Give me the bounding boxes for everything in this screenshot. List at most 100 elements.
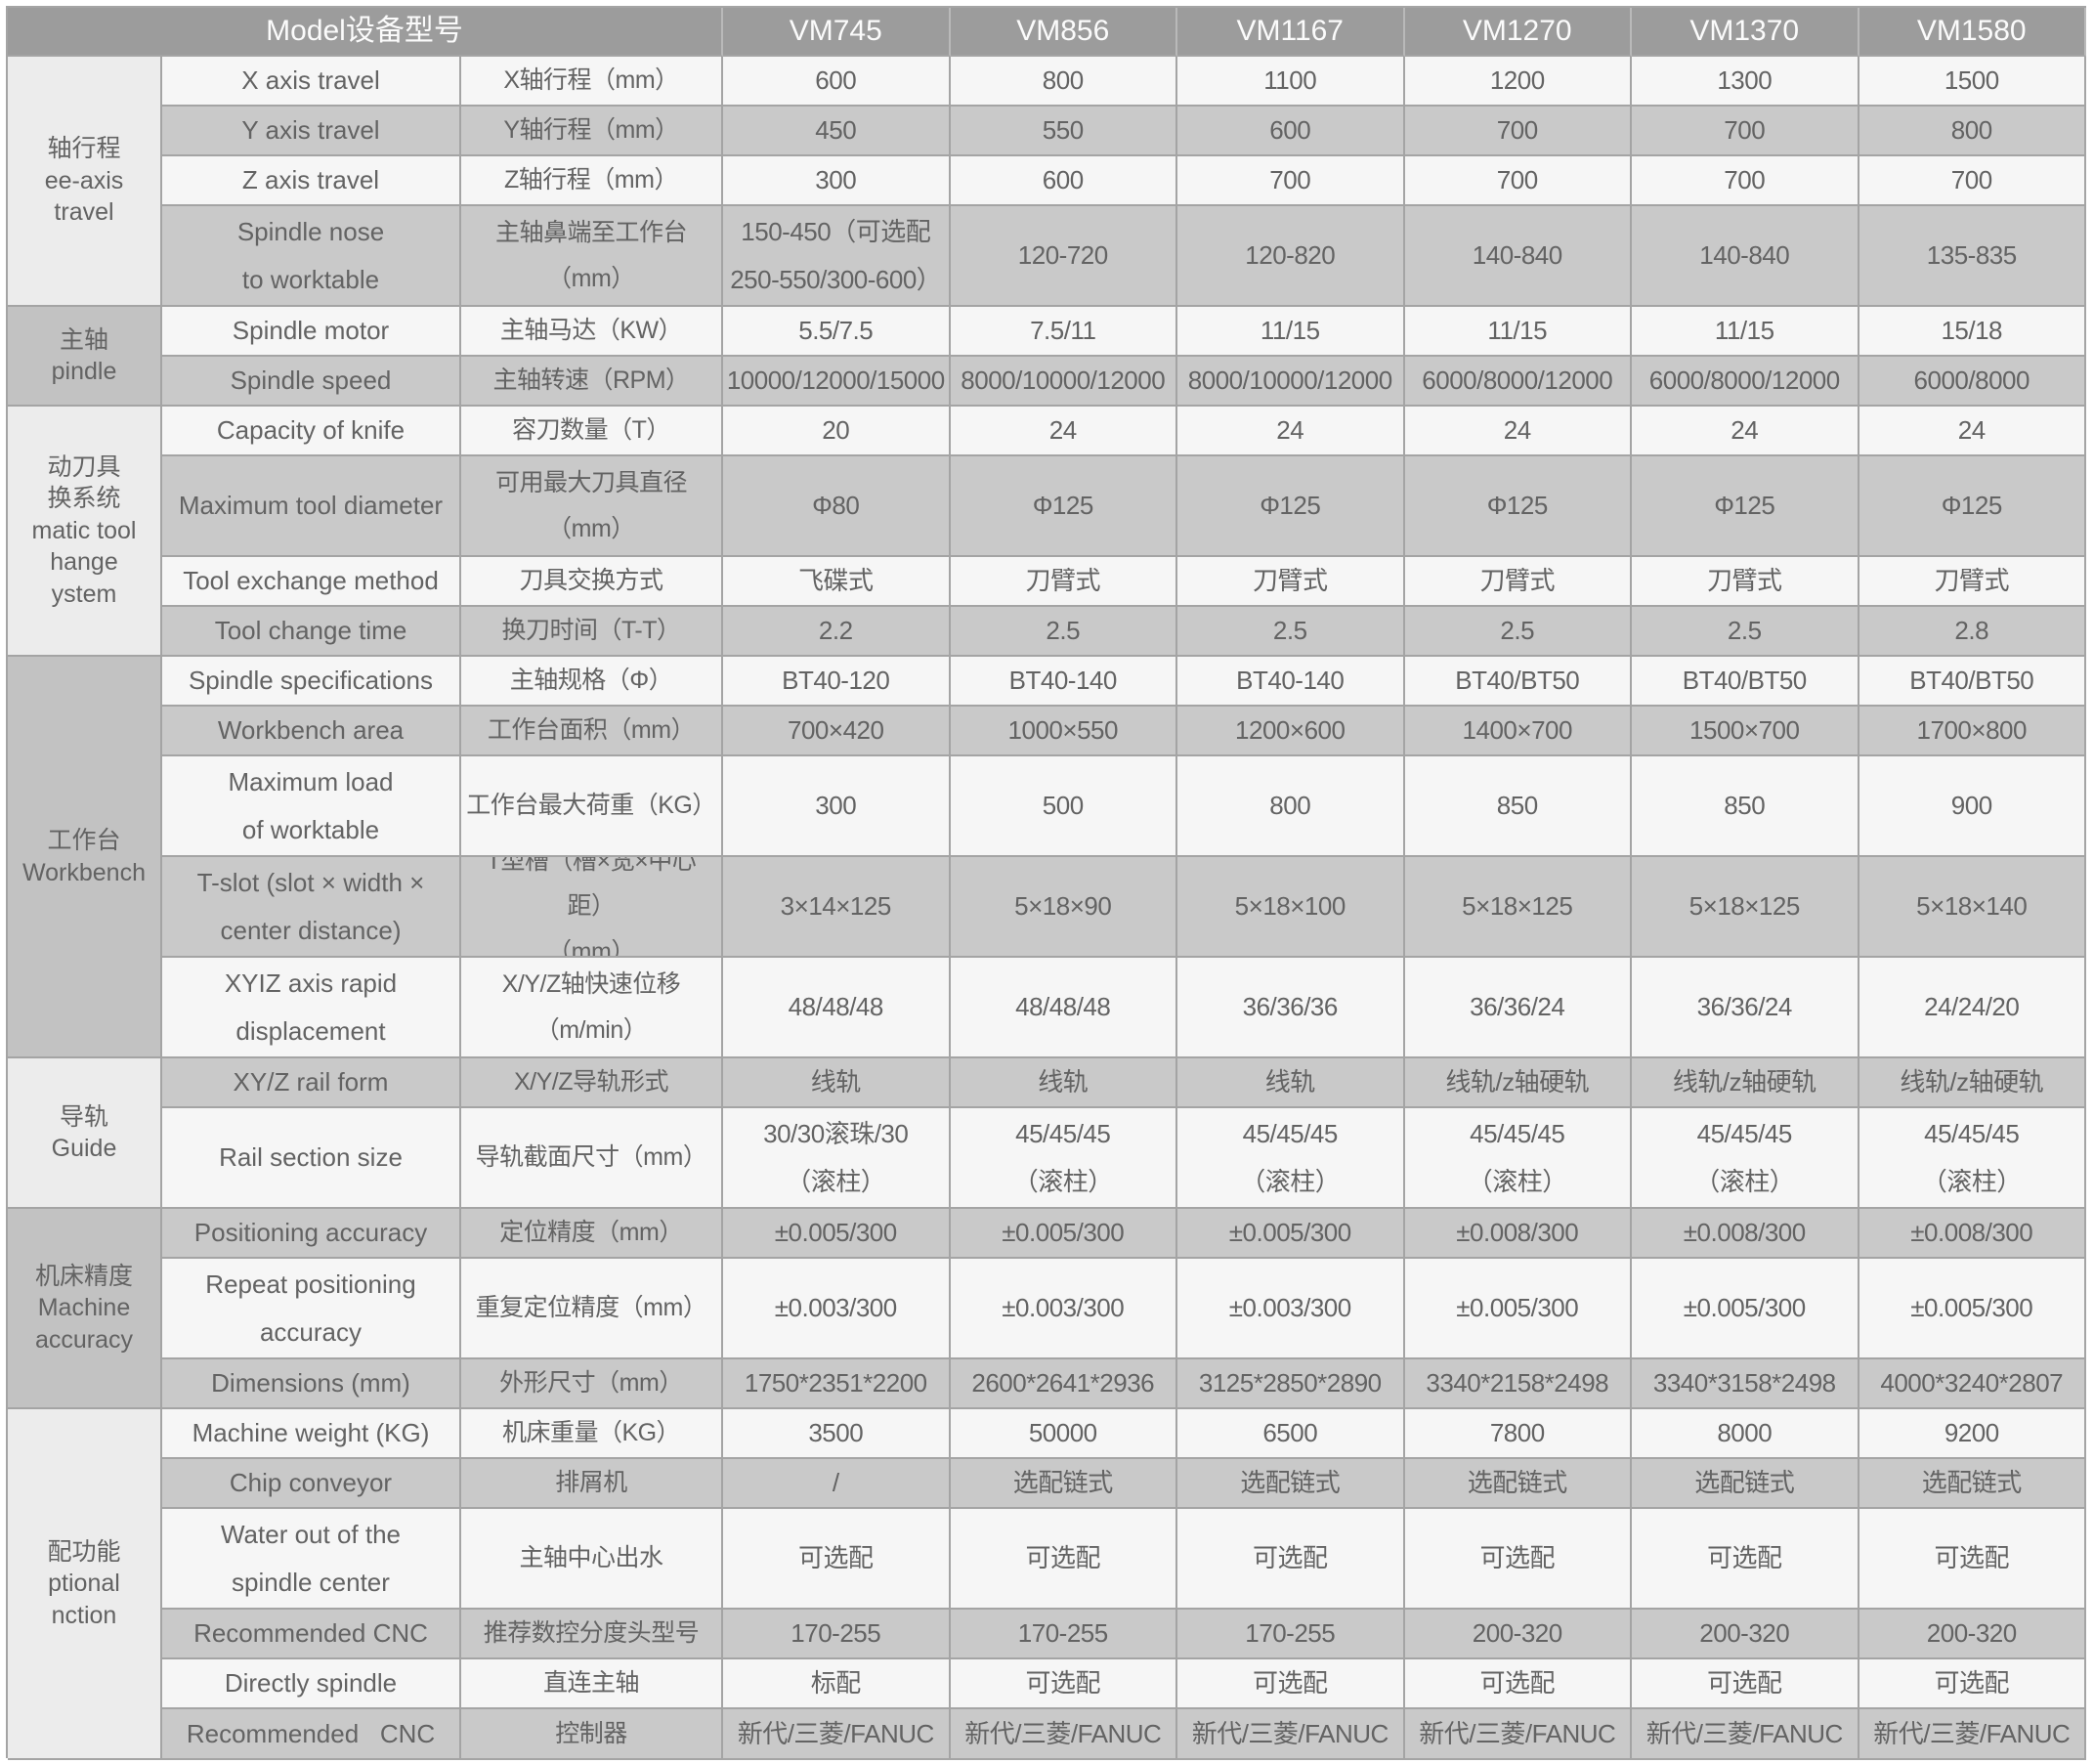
value-cell: 新代/三菱/FANUC [723, 1709, 951, 1760]
spec-table: Model设备型号 VM745 VM856 VM1167 VM1270 VM13… [6, 6, 2086, 1760]
value-cell: 45/45/45 （滚柱） [950, 1108, 1177, 1209]
value-cell: 200-320 [1859, 1610, 2086, 1659]
value-cell: 可选配 [950, 1659, 1177, 1709]
row-label-zh: 推荐数控分度头型号 [461, 1610, 723, 1659]
row-label-en: Directly spindle [162, 1659, 461, 1709]
model-column-header: VM856 [950, 8, 1177, 57]
value-cell: 6500 [1177, 1409, 1405, 1459]
value-cell: 1500 [1859, 57, 2086, 107]
value-cell: Φ80 [723, 456, 951, 557]
value-cell: 24 [950, 407, 1177, 456]
value-cell: 50000 [950, 1409, 1177, 1459]
value-cell: 新代/三菱/FANUC [1177, 1709, 1405, 1760]
model-column-header: VM1167 [1177, 8, 1405, 57]
value-cell: 45/45/45 （滚柱） [1859, 1108, 2086, 1209]
value-cell: ±0.005/300 [1859, 1259, 2086, 1359]
value-cell: 新代/三菱/FANUC [1404, 1709, 1632, 1760]
value-cell: 140-840 [1632, 206, 1859, 307]
value-cell: BT40/BT50 [1859, 657, 2086, 707]
value-cell: 可选配 [1632, 1509, 1859, 1610]
value-cell: 10000/12000/15000 [723, 357, 951, 407]
value-cell: 170-255 [723, 1610, 951, 1659]
value-cell: 2.8 [1859, 607, 2086, 657]
value-cell: 500 [950, 756, 1177, 857]
value-cell: 7800 [1404, 1409, 1632, 1459]
value-cell: 线轨/z轴硬轨 [1632, 1058, 1859, 1108]
value-cell: 48/48/48 [723, 958, 951, 1058]
row-label-en: Recommended CNC [162, 1709, 461, 1760]
row-label-zh: 换刀时间（T-T） [461, 607, 723, 657]
value-cell: 1400×700 [1404, 707, 1632, 756]
value-cell: 200-320 [1632, 1610, 1859, 1659]
value-cell: 850 [1632, 756, 1859, 857]
value-cell: BT40/BT50 [1404, 657, 1632, 707]
value-cell: 刀臂式 [1404, 557, 1632, 607]
value-cell: 5×18×140 [1859, 857, 2086, 958]
row-label-zh: T型槽（槽×宽×中心距） （mm） [461, 857, 723, 958]
category-workbench: 工作台 Workbench [8, 657, 162, 1058]
value-cell: 24 [1632, 407, 1859, 456]
value-cell: 24 [1404, 407, 1632, 456]
model-column-header: VM745 [723, 8, 951, 57]
row-label-en: XY/Z rail form [162, 1058, 461, 1108]
row-label-zh: 可用最大刀具直径 （mm） [461, 456, 723, 557]
value-cell: 5×18×100 [1177, 857, 1405, 958]
value-cell: ±0.005/300 [1177, 1209, 1405, 1259]
value-cell: Φ125 [1404, 456, 1632, 557]
row-label-zh: Z轴行程（mm） [461, 156, 723, 206]
value-cell: 线轨 [1177, 1058, 1405, 1108]
value-cell: ±0.003/300 [1177, 1259, 1405, 1359]
spec-sheet: Model设备型号 VM745 VM856 VM1167 VM1270 VM13… [6, 6, 2086, 1760]
value-cell: 线轨 [723, 1058, 951, 1108]
value-cell: 15/18 [1859, 307, 2086, 357]
category-guide: 导轨 Guide [8, 1058, 162, 1209]
row-label-zh: X轴行程（mm） [461, 57, 723, 107]
value-cell: 3125*2850*2890 [1177, 1359, 1405, 1409]
category-axis-travel: 轴行程 ee-axis travel [8, 57, 162, 307]
value-cell: 3500 [723, 1409, 951, 1459]
value-cell: 1000×550 [950, 707, 1177, 756]
value-cell: 选配链式 [1632, 1459, 1859, 1509]
value-cell: 可选配 [1177, 1659, 1405, 1709]
row-label-en: Recommended CNC [162, 1610, 461, 1659]
value-cell: 11/15 [1177, 307, 1405, 357]
value-cell: 1200×600 [1177, 707, 1405, 756]
value-cell: 200-320 [1404, 1610, 1632, 1659]
value-cell: 刀臂式 [1177, 557, 1405, 607]
value-cell: 2.5 [950, 607, 1177, 657]
value-cell: 1500×700 [1632, 707, 1859, 756]
row-label-zh: 主轴鼻端至工作台 （mm） [461, 206, 723, 307]
category-optional-function: 配功能 ptional nction [8, 1409, 162, 1760]
row-label-zh: 机床重量（KG） [461, 1409, 723, 1459]
value-cell: 1750*2351*2200 [723, 1359, 951, 1409]
value-cell: 6000/8000 [1859, 357, 2086, 407]
value-cell: 6000/8000/12000 [1632, 357, 1859, 407]
value-cell: ±0.005/300 [1404, 1259, 1632, 1359]
row-label-en: Maximum tool diameter [162, 456, 461, 557]
row-label-zh: X/Y/Z轴快速位移 （m/min） [461, 958, 723, 1058]
value-cell: 9200 [1859, 1409, 2086, 1459]
value-cell: Φ125 [1859, 456, 2086, 557]
value-cell: 2.5 [1177, 607, 1405, 657]
row-label-en: Dimensions (mm) [162, 1359, 461, 1409]
value-cell: 150-450（可选配 250-550/300-600） [723, 206, 951, 307]
row-label-zh: 工作台面积（mm） [461, 707, 723, 756]
value-cell: 5×18×90 [950, 857, 1177, 958]
value-cell: 700 [1404, 156, 1632, 206]
row-label-en: Spindle motor [162, 307, 461, 357]
value-cell: 可选配 [1859, 1509, 2086, 1610]
value-cell: 7.5/11 [950, 307, 1177, 357]
table-title: Model设备型号 [8, 8, 723, 57]
row-label-zh: 主轴马达（KW） [461, 307, 723, 357]
row-label-en: Capacity of knife [162, 407, 461, 456]
value-cell: 120-820 [1177, 206, 1405, 307]
value-cell: ±0.005/300 [723, 1209, 951, 1259]
value-cell: 450 [723, 107, 951, 156]
value-cell: 700 [1177, 156, 1405, 206]
value-cell: 700 [1632, 107, 1859, 156]
value-cell: 新代/三菱/FANUC [950, 1709, 1177, 1760]
value-cell: ±0.008/300 [1632, 1209, 1859, 1259]
value-cell: ±0.008/300 [1859, 1209, 2086, 1259]
value-cell: 可选配 [1404, 1509, 1632, 1610]
value-cell: 45/45/45 （滚柱） [1404, 1108, 1632, 1209]
